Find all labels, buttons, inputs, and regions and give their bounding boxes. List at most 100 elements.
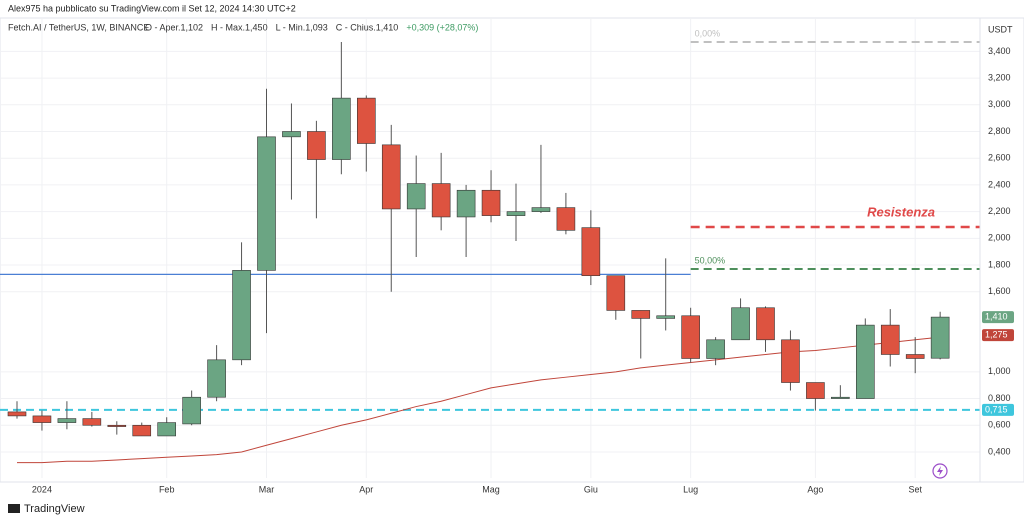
candle-body bbox=[905, 354, 925, 359]
candle bbox=[631, 310, 651, 359]
candle-body bbox=[656, 315, 676, 319]
resistance-label: Resistenza bbox=[867, 204, 935, 219]
ohlc-item: H - Max.1,450 bbox=[211, 22, 268, 32]
candle bbox=[282, 103, 301, 200]
frame bbox=[0, 17, 1024, 483]
ohlc-item: C - Chius.1,410 bbox=[336, 22, 399, 32]
candle bbox=[930, 311, 950, 360]
candle bbox=[406, 155, 426, 258]
y-tick-label: 2,800 bbox=[988, 126, 1011, 136]
candle bbox=[531, 144, 551, 213]
candle-body bbox=[781, 339, 800, 383]
candle-body bbox=[880, 324, 900, 355]
candle-body bbox=[57, 418, 77, 423]
candle-body bbox=[855, 324, 875, 399]
candle-body bbox=[182, 396, 201, 425]
candle bbox=[182, 390, 201, 426]
y-tick-label: 0,800 bbox=[988, 393, 1011, 403]
candle bbox=[57, 401, 77, 430]
candle bbox=[307, 120, 326, 219]
candle bbox=[831, 385, 850, 399]
candle-body bbox=[531, 207, 551, 212]
candle bbox=[32, 410, 52, 431]
y-tick-label: 3,400 bbox=[988, 46, 1011, 56]
symbol: Fetch.AI / TetherUS, 1W, BINANCE bbox=[8, 22, 149, 32]
ohlc-item: O - Aper.1,102 bbox=[145, 22, 203, 32]
y-tick-label: 1,600 bbox=[988, 286, 1011, 296]
candle-body bbox=[232, 270, 251, 361]
candle bbox=[855, 318, 875, 399]
candle-body bbox=[7, 411, 27, 417]
y-tick-label: 2,400 bbox=[988, 179, 1011, 189]
candle-body bbox=[332, 97, 351, 160]
candle bbox=[880, 309, 900, 367]
candle-body bbox=[706, 339, 725, 359]
candle-body bbox=[456, 189, 476, 218]
x-tick-label: Mar bbox=[259, 484, 275, 494]
y-tick-label: 0,400 bbox=[988, 446, 1011, 456]
fib-label: 0,00% bbox=[695, 28, 721, 38]
price-tag-label: 0,715 bbox=[985, 404, 1008, 414]
candle bbox=[232, 242, 251, 366]
candle-body bbox=[107, 424, 127, 427]
candle bbox=[157, 417, 176, 437]
candle bbox=[731, 298, 750, 341]
ohlc-item: +0,309 (+28,07%) bbox=[406, 22, 478, 32]
candle-body bbox=[581, 227, 601, 277]
price-tag-label: 1,275 bbox=[985, 330, 1008, 340]
currency: USDT bbox=[988, 24, 1013, 34]
y-tick-label: 3,200 bbox=[988, 72, 1011, 82]
candle bbox=[806, 382, 825, 411]
candle-body bbox=[431, 183, 451, 218]
candle bbox=[257, 88, 276, 334]
candle-body bbox=[930, 316, 950, 359]
candle-body bbox=[356, 97, 376, 144]
brand-logo: TradingView bbox=[8, 503, 85, 515]
candle bbox=[681, 307, 700, 363]
candle-body bbox=[282, 131, 301, 138]
fib-label: 50,00% bbox=[695, 255, 726, 265]
lightning-icon[interactable] bbox=[932, 463, 948, 479]
x-tick-label: Feb bbox=[159, 484, 175, 494]
y-tick-label: 2,600 bbox=[988, 153, 1011, 163]
candle bbox=[332, 42, 351, 175]
candle bbox=[556, 192, 576, 235]
candle bbox=[656, 258, 676, 331]
price-tag-label: 1,410 bbox=[985, 311, 1008, 321]
ohlc-item: L - Min.1,093 bbox=[276, 22, 328, 32]
y-tick-label: 2,200 bbox=[988, 206, 1011, 216]
candle-body bbox=[32, 415, 52, 423]
price-tag bbox=[982, 329, 1014, 342]
candle bbox=[506, 183, 526, 241]
candle bbox=[581, 210, 601, 286]
candle bbox=[481, 170, 501, 223]
price-tag bbox=[982, 403, 1014, 416]
candle-body bbox=[756, 307, 775, 341]
x-tick-label: Lug bbox=[683, 484, 698, 494]
candle bbox=[706, 337, 725, 366]
candle-body bbox=[731, 307, 750, 341]
candle bbox=[207, 345, 226, 402]
candle-body bbox=[481, 189, 501, 216]
x-tick-label: Apr bbox=[359, 484, 373, 494]
candle-body bbox=[82, 418, 102, 426]
brand: TradingView bbox=[24, 503, 85, 515]
candle bbox=[7, 401, 27, 419]
candle-body bbox=[506, 211, 526, 216]
candle-body bbox=[381, 144, 401, 210]
candle-body bbox=[132, 424, 152, 437]
candle-body bbox=[406, 183, 426, 210]
candle-body bbox=[831, 396, 850, 399]
candle-body bbox=[207, 359, 226, 398]
candle bbox=[381, 124, 401, 292]
candle bbox=[431, 152, 451, 231]
x-tick-label: Mag bbox=[482, 484, 500, 494]
moving-average bbox=[17, 336, 941, 464]
candle-body bbox=[806, 382, 825, 399]
plot: 0,00% 50,00% Resistenza bbox=[0, 18, 980, 478]
y-tick-label: 1,000 bbox=[988, 366, 1011, 376]
x-tick-label: Ago bbox=[807, 484, 823, 494]
candle-body bbox=[157, 422, 176, 437]
y-tick-label: 0,600 bbox=[988, 420, 1011, 430]
y-tick-label: 3,000 bbox=[988, 99, 1011, 109]
